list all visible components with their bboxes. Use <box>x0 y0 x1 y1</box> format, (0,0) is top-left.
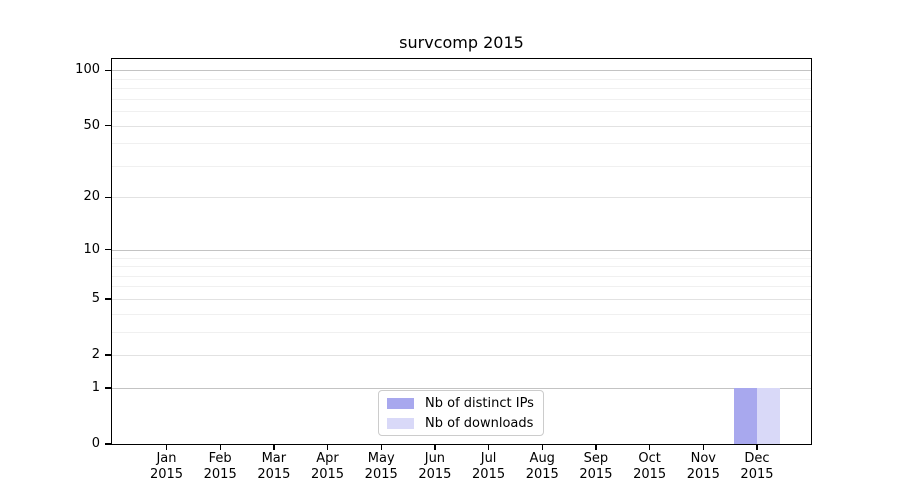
x-tick-label-mar-2015: Mar 2015 <box>257 451 291 482</box>
y-axis-tick-10 <box>105 249 112 251</box>
x-axis-tick-may-2015 <box>380 445 382 450</box>
y-tick-label-2: 2 <box>91 347 100 363</box>
y-tick-label-5: 5 <box>91 290 100 306</box>
y-axis-tick-20 <box>105 196 112 199</box>
legend-swatch-downloads-icon <box>387 417 414 429</box>
gridline-minor-30 <box>112 165 811 167</box>
x-axis-tick-sep-2015 <box>595 445 597 450</box>
x-axis-tick-jan-2015 <box>165 445 168 450</box>
gridline-minor-60 <box>112 111 811 113</box>
y-axis-tick-100 <box>105 69 112 71</box>
gridline-minor-8 <box>112 266 811 268</box>
gridline-major-1 <box>112 387 811 389</box>
x-tick-label-may-2015: May 2015 <box>364 451 398 482</box>
gridline-minor-4 <box>112 313 811 315</box>
gridline-major-10 <box>112 249 811 251</box>
x-axis-tick-aug-2015 <box>541 445 543 450</box>
x-axis-tick-jun-2015 <box>434 445 436 450</box>
x-tick-label-feb-2015: Feb 2015 <box>203 451 237 482</box>
y-axis-tick-2 <box>105 354 112 356</box>
x-tick-label-aug-2015: Aug 2015 <box>525 451 559 482</box>
gridline-major-5 <box>112 298 811 300</box>
legend-item-downloads: Nb of downloads <box>387 415 534 432</box>
x-tick-label-jan-2015: Jan 2015 <box>149 451 184 482</box>
x-axis-tick-jul-2015 <box>487 445 490 450</box>
y-tick-label-100: 100 <box>75 62 100 78</box>
gridline-minor-3 <box>112 331 811 333</box>
gridline-major-2 <box>112 355 811 357</box>
x-tick-label-jun-2015: Jun 2015 <box>418 451 452 482</box>
x-tick-label-apr-2015: Apr 2015 <box>310 451 345 482</box>
legend-label-distinct-ips: Nb of distinct IPs <box>425 395 534 411</box>
x-axis-tick-feb-2015 <box>219 445 221 450</box>
gridline-minor-40 <box>112 143 811 145</box>
x-axis-tick-oct-2015 <box>649 445 651 450</box>
gridline-minor-80 <box>112 88 811 90</box>
gridline-major-50 <box>112 125 811 127</box>
bar-nb-of-distinct-ips-dec-2015 <box>733 387 757 444</box>
y-axis-tick-0 <box>105 443 112 445</box>
legend-item-distinct-ips: Nb of distinct IPs <box>387 395 534 412</box>
x-tick-label-dec-2015: Dec 2015 <box>740 451 774 482</box>
y-axis-tick-1 <box>105 387 112 389</box>
legend: Nb of distinct IPs Nb of downloads <box>378 390 544 436</box>
gridline-minor-90 <box>112 78 811 80</box>
bar-nb-of-downloads-dec-2015 <box>756 387 780 444</box>
x-tick-label-jul-2015: Jul 2015 <box>472 451 506 482</box>
legend-swatch-distinct-ips-icon <box>387 397 414 409</box>
x-tick-label-oct-2015: Oct 2015 <box>633 451 667 482</box>
gridline-minor-9 <box>112 257 811 259</box>
y-tick-label-50: 50 <box>83 117 100 133</box>
legend-label-downloads: Nb of downloads <box>425 415 534 431</box>
x-tick-label-sep-2015: Sep 2015 <box>579 451 613 482</box>
x-axis-tick-mar-2015 <box>273 445 275 450</box>
chart-title: survcomp 2015 <box>399 33 524 52</box>
gridline-minor-6 <box>112 286 811 288</box>
x-tick-label-nov-2015: Nov 2015 <box>686 451 720 482</box>
x-axis-tick-apr-2015 <box>326 445 329 450</box>
y-tick-label-10: 10 <box>83 241 100 257</box>
y-tick-label-1: 1 <box>91 379 100 395</box>
x-axis-tick-nov-2015 <box>702 445 704 450</box>
y-tick-label-20: 20 <box>83 189 100 205</box>
y-axis-tick-5 <box>105 298 112 300</box>
gridline-minor-7 <box>112 275 811 277</box>
plot-area <box>112 59 811 444</box>
gridline-minor-70 <box>112 98 811 100</box>
gridline-major-100 <box>112 70 811 72</box>
y-axis-tick-50 <box>105 124 112 127</box>
gridline-major-20 <box>112 197 811 199</box>
y-tick-label-0: 0 <box>91 436 100 451</box>
x-axis-tick-dec-2015 <box>756 445 758 450</box>
